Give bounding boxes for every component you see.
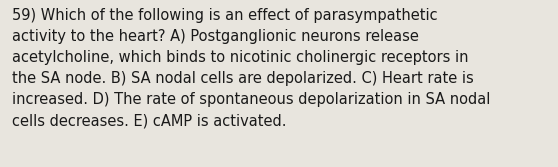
Text: 59) Which of the following is an effect of parasympathetic
activity to the heart: 59) Which of the following is an effect … — [12, 8, 490, 129]
